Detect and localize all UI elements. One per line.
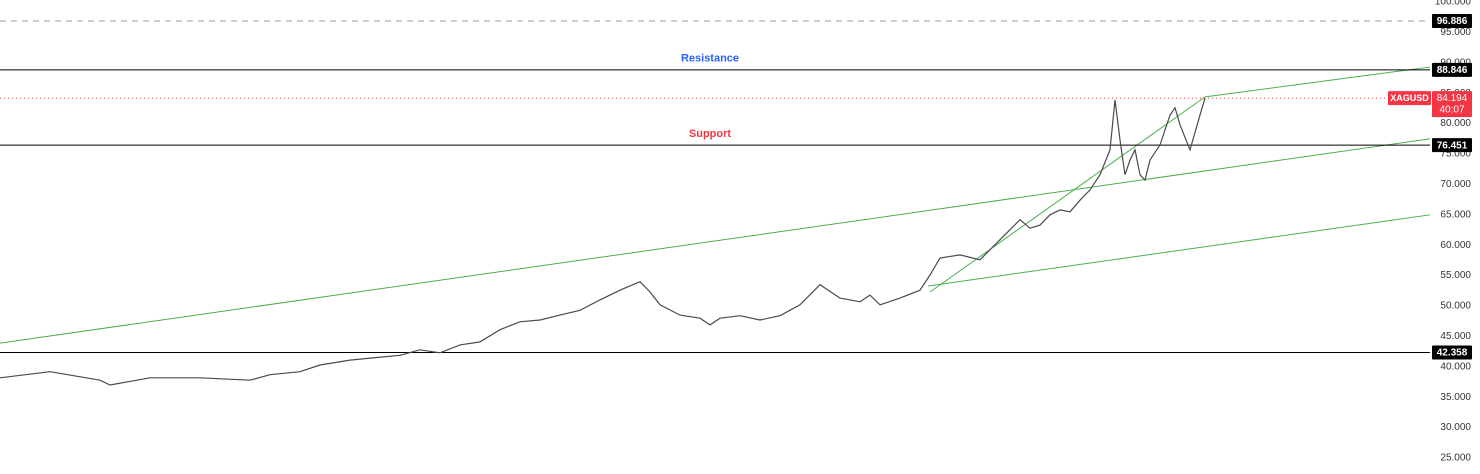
level-annotation: Support — [689, 128, 731, 140]
symbol-box — [1388, 91, 1431, 106]
y-tick-label: 25.000 — [1440, 453, 1471, 464]
y-tick-label: 75.000 — [1440, 149, 1471, 160]
y-tick-label: 60.000 — [1440, 240, 1471, 251]
y-tick-label: 30.000 — [1440, 422, 1471, 433]
trend-line — [927, 214, 1431, 287]
trend-line — [0, 138, 1431, 344]
y-tick-label: 100.000 — [1435, 0, 1472, 8]
trend-line — [929, 96, 1206, 293]
level-label-box — [1432, 62, 1472, 77]
y-tick-label: 55.000 — [1440, 270, 1471, 281]
y-tick-label: 65.000 — [1440, 209, 1471, 220]
y-tick-label: 80.000 — [1440, 118, 1471, 129]
countdown-label: 40:07 — [1439, 105, 1464, 116]
last-price-box — [1432, 91, 1472, 118]
y-tick-label: 45.000 — [1440, 331, 1471, 342]
y-tick-label: 40.000 — [1440, 361, 1471, 372]
last-price-label: 84.194 — [1437, 93, 1468, 104]
y-tick-label: 35.000 — [1440, 392, 1471, 403]
price-line — [0, 97, 1206, 386]
y-tick-label: 95.000 — [1440, 27, 1471, 38]
trend-line — [1204, 66, 1431, 98]
level-label: 42.358 — [1437, 348, 1468, 359]
level-annotation: Resistance — [681, 53, 739, 65]
level-label-box — [1432, 345, 1472, 360]
y-tick-label: 50.000 — [1440, 301, 1471, 312]
symbol-label: XAGUSD — [1390, 93, 1429, 103]
price-axis — [1430, 0, 1480, 474]
level-label-box — [1432, 138, 1472, 153]
level-label: 96.886 — [1437, 16, 1468, 27]
y-tick-label: 70.000 — [1440, 179, 1471, 190]
level-label: 88.846 — [1437, 65, 1468, 76]
level-label-box — [1432, 13, 1472, 28]
level-label: 76.451 — [1437, 140, 1468, 151]
